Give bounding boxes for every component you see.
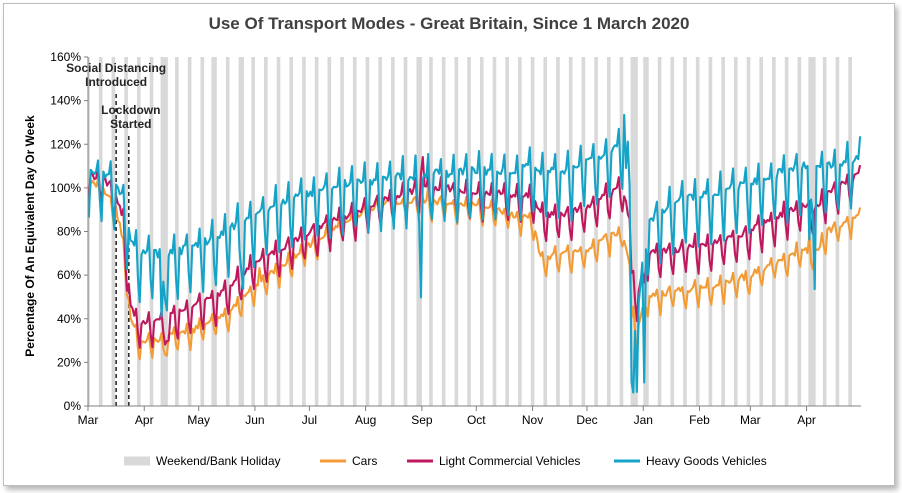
weekend-band (391, 57, 395, 406)
annotation-label: Started (110, 117, 151, 131)
y-tick-label: 160% (50, 50, 81, 64)
y-tick-label: 20% (57, 355, 81, 369)
series-line-light-commercial-vehicles (87, 155, 862, 349)
weekend-band (619, 57, 624, 406)
weekend-band (88, 57, 90, 406)
weekend-band (175, 57, 179, 406)
legend-label: Light Commercial Vehicles (439, 454, 580, 468)
weekend-band (643, 57, 649, 406)
chart-frame: Use Of Transport Modes - Great Britain, … (3, 3, 895, 486)
weekend-band (160, 57, 168, 406)
axes: 0% 20% 40% 60% 80% 100% 120% 140% 160% Mar Apr May J… (50, 50, 861, 427)
y-tick-label: 60% (57, 268, 81, 282)
weekend-band (200, 57, 205, 406)
x-tick-label: Jul (302, 413, 317, 427)
x-tick-label: Mar (740, 413, 761, 427)
legend-label: Cars (352, 454, 377, 468)
weekend-band (759, 57, 764, 406)
weekend-band (594, 57, 598, 406)
x-tick-label: Nov (522, 413, 543, 427)
weekend-band (251, 57, 255, 406)
x-tick-label: Oct (467, 413, 486, 427)
weekend-band (606, 57, 611, 406)
weekend-band (797, 57, 802, 406)
x-tick-label: Mar (78, 413, 99, 427)
weekend-band (136, 57, 141, 406)
x-tick-label: Aug (355, 413, 376, 427)
weekend-band (441, 57, 446, 406)
weekend-band (467, 57, 471, 406)
y-axis-label: Percentage Of An Equivalent Day Or Week (23, 115, 37, 357)
annotation-label: Social Distancing (66, 61, 166, 75)
transport-chart: Use Of Transport Modes - Great Britain, … (23, 14, 862, 468)
x-tick-label: Jan (634, 413, 653, 427)
weekend-band (822, 57, 827, 406)
annotation-label: Introduced (85, 75, 147, 89)
weekend-band (238, 57, 245, 406)
x-tick-label: Apr (135, 413, 154, 427)
weekend-band (225, 57, 230, 406)
weekend-band (403, 57, 408, 406)
x-tick-label: May (187, 413, 210, 427)
weekend-band (187, 57, 192, 406)
weekend-band (492, 57, 497, 406)
x-tick-label: Sep (411, 413, 433, 427)
y-tick-label: 140% (50, 94, 81, 108)
y-tick-label: 0% (64, 399, 82, 413)
weekend-band (772, 57, 776, 406)
annotation-label: Lockdown (101, 103, 160, 117)
weekend-band (149, 57, 154, 406)
weekend-band (211, 57, 217, 406)
weekend-band (429, 57, 433, 406)
x-tick-label: Jun (245, 413, 264, 427)
weekend-band (111, 57, 116, 406)
series-line-cars (87, 177, 862, 361)
y-tick-label: 80% (57, 225, 81, 239)
y-tick-label: 120% (50, 137, 81, 151)
legend-label: Heavy Goods Vehicles (646, 454, 767, 468)
chart-title: Use Of Transport Modes - Great Britain, … (209, 14, 690, 33)
series-lines (87, 113, 862, 394)
weekend-band (657, 57, 662, 406)
x-tick-label: Apr (797, 413, 816, 427)
x-tick-label: Dec (576, 413, 597, 427)
weekend-band (479, 57, 484, 406)
series-line-heavy-goods-vehicles (87, 113, 862, 394)
weekend-band (454, 57, 459, 406)
legend: Weekend/Bank Holiday Cars Light Commercial… (124, 454, 767, 468)
weekend-band (630, 57, 638, 406)
legend-label: Weekend/Bank Holiday (156, 454, 281, 468)
y-tick-label: 100% (50, 181, 81, 195)
weekend-band (98, 57, 103, 406)
x-tick-label: Feb (689, 413, 710, 427)
y-tick-label: 40% (57, 312, 81, 326)
weekend-band (505, 57, 509, 406)
weekend-band (835, 57, 840, 406)
